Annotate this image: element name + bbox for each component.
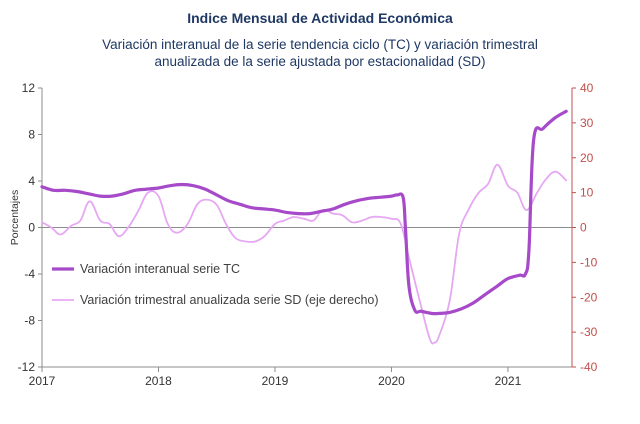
series-sd-line bbox=[41, 163, 568, 345]
x-tick-label: 2018 bbox=[145, 374, 172, 388]
y2-tick-label: 10 bbox=[580, 186, 594, 200]
y2-tick-label: -30 bbox=[580, 325, 598, 339]
series-tc-line bbox=[40, 109, 568, 316]
y-tick-label: 8 bbox=[28, 128, 35, 142]
chart-title: Indice Mensual de Actividad Económica bbox=[187, 10, 453, 26]
legend-label-sd: Variación trimestral anualizada serie SD… bbox=[80, 293, 379, 307]
y-tick-label: 4 bbox=[28, 174, 35, 188]
y-tick-label: -4 bbox=[24, 267, 35, 281]
y2-tick-label: -10 bbox=[580, 255, 598, 269]
y-tick-label: -12 bbox=[18, 360, 36, 374]
legend: Variación interanual serie TC Variación t… bbox=[52, 262, 379, 307]
y2-tick-label: 30 bbox=[580, 116, 594, 130]
chart-subtitle: Variación interanual de la serie tendenc… bbox=[0, 36, 640, 70]
subtitle-line-1: Variación interanual de la serie tendenc… bbox=[102, 37, 538, 52]
subtitle-line-2: anualizada de la serie ajustada por esta… bbox=[154, 54, 486, 69]
x-tick-label: 2019 bbox=[262, 374, 289, 388]
legend-label-tc: Variación interanual serie TC bbox=[80, 262, 240, 276]
y-axis-label: Porcentajes bbox=[9, 190, 21, 245]
x-tick-label: 2021 bbox=[495, 374, 522, 388]
y2-tick-label: 20 bbox=[580, 151, 594, 165]
y2-tick-label: -20 bbox=[580, 290, 598, 304]
series-lines bbox=[40, 109, 568, 345]
y-tick-label: -8 bbox=[24, 314, 35, 328]
y2-tick-label: 0 bbox=[580, 221, 587, 235]
x-tick-label: 2020 bbox=[378, 374, 405, 388]
y-tick-label: 12 bbox=[22, 81, 36, 95]
x-tick-label: 2017 bbox=[29, 374, 56, 388]
y2-tick-label: 40 bbox=[580, 81, 594, 95]
y-tick-label: 0 bbox=[28, 221, 35, 235]
y2-tick-label: -40 bbox=[580, 360, 598, 374]
